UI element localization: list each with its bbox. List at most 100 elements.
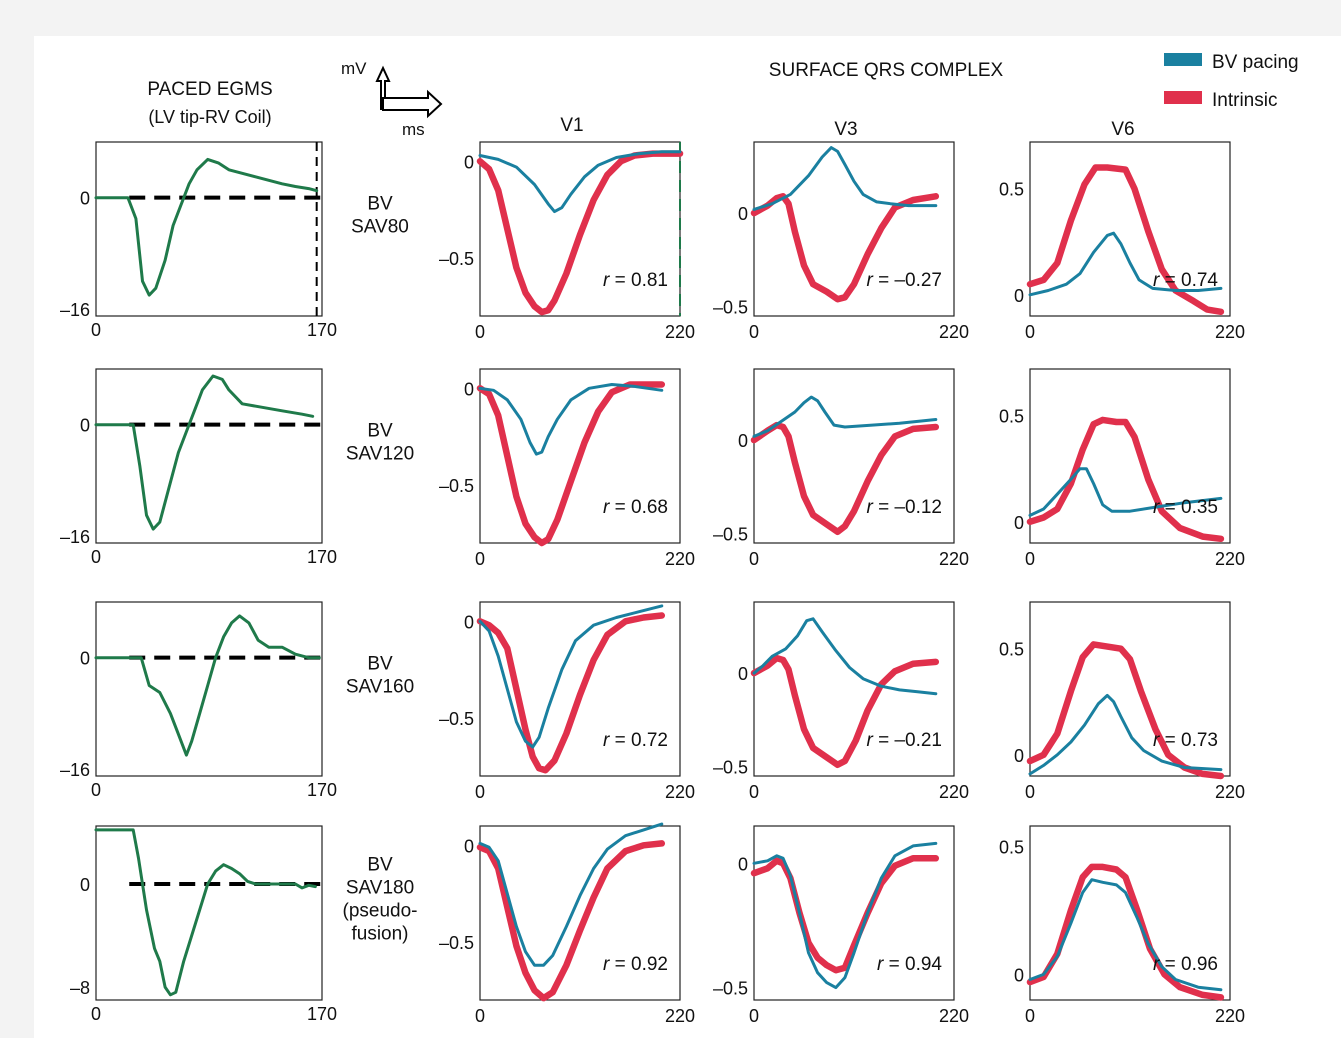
- egm-ytick-row-2-2: –16: [60, 527, 90, 547]
- intrinsic-trace-v6-row-3: [1026, 641, 1225, 780]
- qrs-ytick-v6-row-2-1: 0: [1014, 513, 1024, 533]
- correlation-value: = 0.73: [1159, 730, 1218, 751]
- qrs-xtick-v6-row-1-1: 0: [1025, 322, 1035, 342]
- qrs-ytick-v3-row-1-2: –0.5: [713, 298, 748, 318]
- egm-axes-row-2: [95, 368, 323, 544]
- figure-canvas: PACED EGMS (LV tip-RV Coil) SURFACE QRS …: [60, 52, 1299, 1026]
- intrinsic-trace-v1-row-1: [476, 150, 684, 316]
- row-label-3-line-1: BV: [367, 654, 393, 675]
- qrs-ytick-v1-row-4-2: –0.5: [439, 933, 474, 953]
- correlation-value: = –0.27: [873, 270, 942, 291]
- qrs-ytick-v1-row-1-2: –0.5: [439, 249, 474, 269]
- qrs-title: SURFACE QRS COMPLEX: [769, 60, 1004, 81]
- correlation-symbol: r: [603, 270, 610, 291]
- row-label-2-line-1: BV: [367, 421, 393, 442]
- bv-pacing-trace-v6-row-1: [1028, 231, 1223, 297]
- legend-swatch-intrinsic: [1164, 91, 1202, 104]
- qrs-ytick-v3-row-3-2: –0.5: [713, 758, 748, 778]
- qrs-ytick-v6-row-4-2: 0.5: [999, 837, 1024, 857]
- qrs-ytick-v1-row-3-1: 0: [464, 612, 474, 632]
- qrs-xtick-v3-row-3-2: 220: [939, 782, 969, 802]
- scale-arrows-icon: [375, 65, 443, 119]
- qrs-xtick-v3-row-1-2: 220: [939, 322, 969, 342]
- bv-pacing-trace-v6-row-4: [1028, 878, 1223, 992]
- correlation-value: = 0.94: [883, 954, 942, 975]
- bv-pacing-trace-v6-row-3: [1028, 693, 1223, 776]
- qrs-ytick-v6-row-1-2: 0.5: [999, 180, 1024, 200]
- qrs-axes-v3-row-2: [753, 368, 955, 544]
- qrs-axes-v1-row-3: [479, 601, 681, 777]
- correlation-value: = 0.81: [609, 270, 668, 291]
- legend: BV pacing Intrinsic: [1164, 52, 1299, 111]
- correlation-symbol: r: [1153, 497, 1160, 518]
- correlation-symbol: r: [603, 497, 610, 518]
- qrs-ytick-v1-row-4-1: 0: [464, 836, 474, 856]
- qrs-xtick-v1-row-3-2: 220: [665, 782, 695, 802]
- qrs-xtick-v1-row-1-2: 220: [665, 322, 695, 342]
- qrs-axes-v6-row-1: [1029, 141, 1231, 317]
- correlation-label-v6-row-3: r = 0.73: [1153, 730, 1218, 751]
- correlation-symbol: r: [866, 270, 873, 291]
- qrs-ytick-v3-row-4-1: 0: [738, 854, 748, 874]
- correlation-symbol: r: [603, 954, 610, 975]
- bv-pacing-trace-v3-row-3: [752, 617, 938, 696]
- egm-ytick-row-3-1: 0: [80, 649, 90, 669]
- egm-axes-row-4: [95, 825, 323, 1001]
- qrs-ytick-v3-row-3-1: 0: [738, 664, 748, 684]
- row-label-4-line-4: fusion): [351, 924, 408, 945]
- qrs-ytick-v3-row-2-1: 0: [738, 431, 748, 451]
- qrs-axes-v1-row-2: [479, 368, 681, 544]
- egm-xtick-row-4-1: 0: [91, 1004, 101, 1024]
- qrs-xtick-v6-row-2-2: 220: [1215, 549, 1245, 569]
- correlation-value: = 0.96: [1159, 954, 1218, 975]
- qrs-ytick-v3-row-2-2: –0.5: [713, 525, 748, 545]
- egm-title: PACED EGMS: [147, 79, 272, 100]
- row-label-3-line-2: SAV160: [346, 677, 414, 698]
- correlation-value: = –0.21: [873, 730, 942, 751]
- qrs-axes-v6-row-2: [1029, 368, 1231, 544]
- egm-ytick-row-1-2: –16: [60, 300, 90, 320]
- column-header-v6: V6: [1111, 119, 1134, 140]
- correlation-symbol: r: [603, 730, 610, 751]
- qrs-xtick-v1-row-4-1: 0: [475, 1006, 485, 1026]
- qrs-xtick-v1-row-2-2: 220: [665, 549, 695, 569]
- intrinsic-trace-v3-row-3: [750, 654, 940, 769]
- bv-pacing-trace-v3-row-2: [752, 395, 938, 438]
- qrs-ytick-v6-row-2-2: 0.5: [999, 407, 1024, 427]
- intrinsic-trace-v3-row-4: [750, 855, 940, 974]
- qrs-ytick-v6-row-3-2: 0.5: [999, 640, 1024, 660]
- axis-mv-label: mV: [341, 59, 367, 78]
- qrs-ytick-v6-row-3-1: 0: [1014, 746, 1024, 766]
- egm-ytick-row-4-2: –8: [70, 978, 90, 998]
- egm-subtitle: (LV tip-RV Coil): [148, 107, 271, 127]
- correlation-value: = 0.68: [609, 497, 668, 518]
- qrs-xtick-v3-row-4-1: 0: [749, 1006, 759, 1026]
- bv-pacing-trace-v3-row-1: [752, 146, 938, 211]
- row-label-4-line-3: (pseudo-: [343, 901, 418, 922]
- egm-xtick-row-4-2: 170: [307, 1004, 337, 1024]
- correlation-label-v6-row-1: r = 0.74: [1153, 270, 1218, 291]
- egm-ytick-row-3-2: –16: [60, 760, 90, 780]
- qrs-xtick-v6-row-4-1: 0: [1025, 1006, 1035, 1026]
- qrs-axes-v1-row-4: [479, 825, 681, 1001]
- egm-ytick-row-4-1: 0: [80, 875, 90, 895]
- row-label-1-line-2: SAV80: [351, 217, 409, 238]
- qrs-xtick-v3-row-3-1: 0: [749, 782, 759, 802]
- egm-trace-row-2: [94, 374, 315, 531]
- egm-trace-row-4: [94, 828, 317, 997]
- egm-xtick-row-2-1: 0: [91, 547, 101, 567]
- correlation-value: = 0.35: [1159, 497, 1218, 518]
- bv-pacing-trace-v3-row-4: [752, 841, 938, 990]
- qrs-ytick-v1-row-1-1: 0: [464, 152, 474, 172]
- qrs-xtick-v3-row-2-1: 0: [749, 549, 759, 569]
- egm-trace-row-3: [94, 614, 321, 757]
- intrinsic-trace-v1-row-3: [476, 612, 666, 774]
- egm-xtick-row-1-2: 170: [307, 320, 337, 340]
- qrs-ytick-v1-row-2-1: 0: [464, 379, 474, 399]
- egm-xtick-row-3-1: 0: [91, 780, 101, 800]
- intrinsic-trace-v6-row-4: [1026, 863, 1225, 1001]
- qrs-axes-v3-row-3: [753, 601, 955, 777]
- qrs-ytick-v6-row-4-1: 0: [1014, 965, 1024, 985]
- qrs-xtick-v6-row-1-2: 220: [1215, 322, 1245, 342]
